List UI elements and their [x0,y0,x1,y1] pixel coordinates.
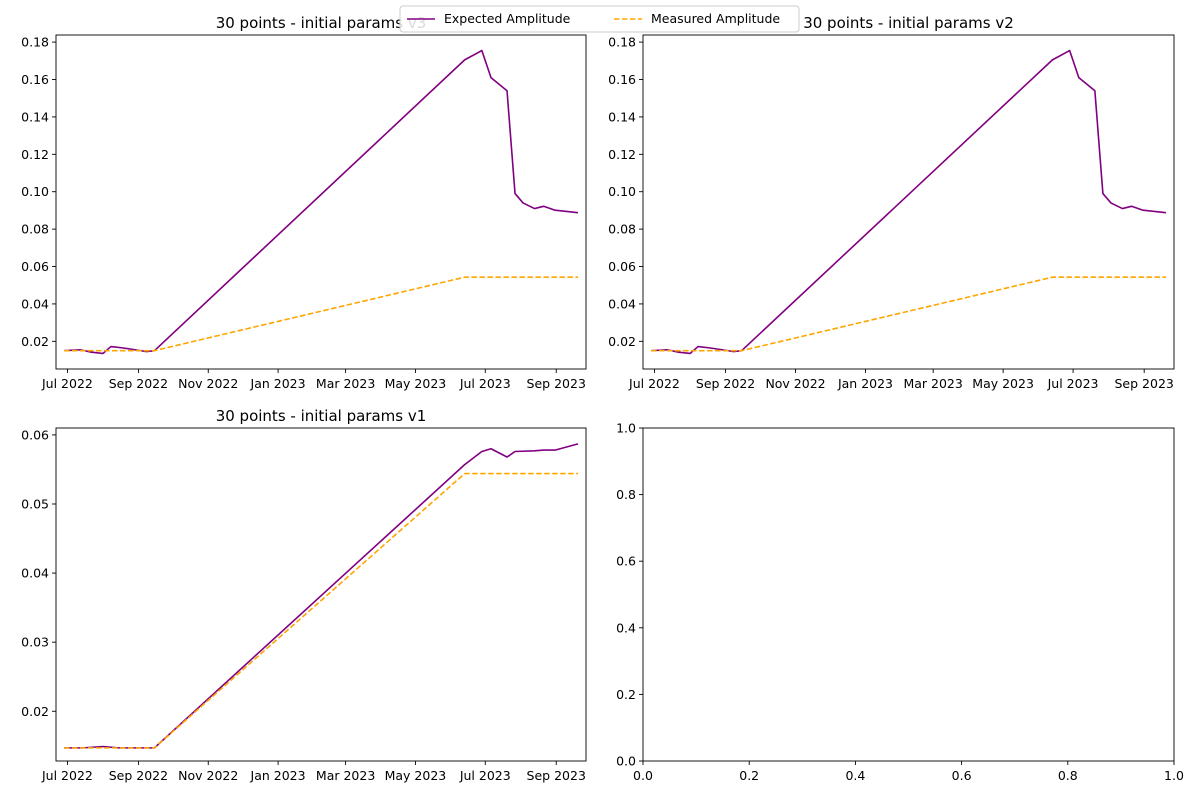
y-tick-label: 0.14 [21,109,49,124]
series-line-expected-amplitude [650,49,1167,355]
x-tick-label: Sep 2023 [1115,376,1174,391]
y-tick-label: 0.8 [616,487,636,502]
y-tick-label: 0.0 [616,754,636,769]
legend: Expected Amplitude Measured Amplitude [399,5,800,33]
series-line-expected-amplitude [64,443,579,749]
x-tick-label: Jul 2022 [41,376,93,391]
panels: Jul 2022 Sep 2022 Nov 2022 Jan 2023 Mar 2023… [21,14,1184,783]
chart-title: 30 points - initial params v2 [803,14,1014,32]
y-tick-label: 0.04 [608,296,636,311]
y-tick-label: 0.2 [616,687,636,702]
y-tick-label: 0.06 [608,259,636,274]
x-tick-label: Nov 2022 [178,376,238,391]
x-tick-label: May 2023 [385,768,447,783]
x-tick-label: Mar 2023 [903,376,962,391]
chart-title: 30 points - initial params v3 [216,14,427,32]
axes-frame [642,34,1175,370]
y-tick-label: 0.08 [21,222,49,237]
y-tick-label: 0.04 [21,296,49,311]
x-tick-label: 0.4 [845,768,865,783]
series-line-expected-amplitude [63,49,579,355]
y-tick-label: 1.0 [616,421,636,436]
axes-frame [55,34,587,370]
x-tick-label: Sep 2022 [109,768,168,783]
series-line-measured-amplitude [64,276,578,352]
y-tick-label: 0.10 [21,184,49,199]
x-tick-label: Jul 2022 [628,376,680,391]
y-tick-label: 0.02 [608,334,636,349]
chart-panel-4: 0.0 0.2 0.4 0.6 0.8 1.0 0.0 0.2 0.4 0.6 0.8 1.0 [616,421,1184,784]
x-tick-label: Jan 2023 [837,376,893,391]
y-tick-label: 0.18 [21,35,49,50]
y-tick-label: 0.14 [608,109,636,124]
legend-frame [399,5,800,33]
y-tick-label: 0.16 [608,72,636,87]
legend-label-expected: Expected Amplitude [444,11,571,26]
y-tick-label: 0.12 [21,147,49,162]
x-tick-label: Sep 2022 [696,376,755,391]
y-tick-label: 0.6 [616,554,636,569]
legend-label-measured: Measured Amplitude [651,11,780,26]
x-tick-label: 0.8 [1058,768,1078,783]
x-tick-label: Sep 2023 [527,768,586,783]
x-tick-label: Nov 2022 [765,376,825,391]
y-tick-label: 0.05 [21,496,49,511]
x-tick-label: 0.0 [633,768,653,783]
chart-panel-1: Jul 2022 Sep 2022 Nov 2022 Jan 2023 Mar 2023… [21,14,587,391]
y-tick-label: 0.02 [21,704,49,719]
y-tick-label: 0.03 [21,635,49,650]
axes-frame [642,427,1175,762]
x-tick-label: Jul 2022 [41,768,93,783]
y-tick-label: 0.18 [608,35,636,50]
chart-panel-2: Jul 2022 Sep 2022 Nov 2022 Jan 2023 Mar 2023… [608,14,1175,391]
x-tick-label: May 2023 [385,376,447,391]
x-tick-label: 1.0 [1164,768,1184,783]
x-tick-label: Jul 2023 [459,768,511,783]
chart-title: 30 points - initial params v1 [216,407,427,425]
x-tick-label: Mar 2023 [316,768,375,783]
x-tick-label: Jul 2023 [459,376,511,391]
y-tick-label: 0.02 [21,334,49,349]
y-tick-label: 0.10 [608,184,636,199]
x-tick-label: Sep 2023 [527,376,586,391]
x-tick-label: 0.6 [952,768,972,783]
y-tick-label: 0.06 [21,259,49,274]
axes-frame [55,427,587,762]
x-tick-label: Sep 2022 [109,376,168,391]
x-tick-label: Jan 2023 [250,768,306,783]
y-tick-label: 0.06 [21,427,49,442]
y-tick-label: 0.04 [21,566,49,581]
x-tick-label: May 2023 [972,376,1034,391]
x-tick-label: 0.2 [739,768,759,783]
y-tick-label: 0.12 [608,147,636,162]
y-tick-label: 0.16 [21,72,49,87]
x-tick-label: Jan 2023 [250,376,306,391]
x-tick-label: Mar 2023 [316,376,375,391]
x-tick-label: Nov 2022 [178,768,238,783]
y-tick-label: 0.4 [616,620,636,635]
series-line-measured-amplitude [651,276,1166,352]
y-tick-label: 0.08 [608,222,636,237]
chart-panel-3: Jul 2022 Sep 2022 Nov 2022 Jan 2023 Mar 2023… [21,407,587,783]
series-line-measured-amplitude [64,472,578,749]
x-tick-label: Jul 2023 [1047,376,1099,391]
